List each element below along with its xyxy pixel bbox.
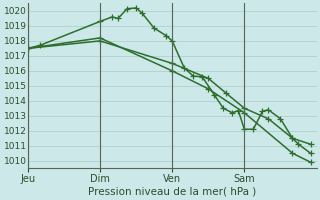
X-axis label: Pression niveau de la mer( hPa ): Pression niveau de la mer( hPa ) <box>88 187 256 197</box>
